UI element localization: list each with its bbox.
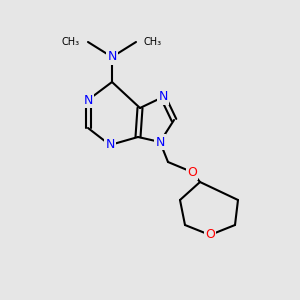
- Text: CH₃: CH₃: [144, 37, 162, 47]
- Text: O: O: [205, 229, 215, 242]
- Text: N: N: [155, 136, 165, 148]
- Text: N: N: [158, 91, 168, 103]
- Text: CH₃: CH₃: [62, 37, 80, 47]
- Text: N: N: [105, 139, 115, 152]
- Text: O: O: [187, 166, 197, 178]
- Text: N: N: [83, 94, 93, 106]
- Text: N: N: [107, 50, 117, 64]
